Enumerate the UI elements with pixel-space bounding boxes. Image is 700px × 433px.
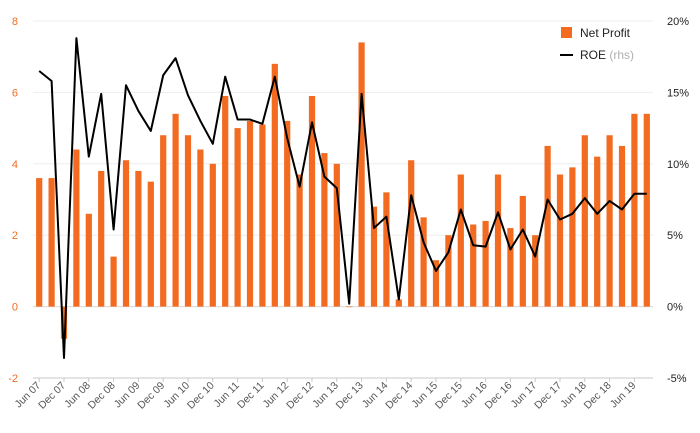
net-profit-bar: [556, 174, 564, 307]
net-profit-bar: [209, 163, 216, 307]
left-axis-tick-label: 8: [12, 16, 18, 28]
roe-line: [38, 37, 647, 360]
right-axis-tick-label: 10%: [667, 159, 689, 171]
x-axis-tick-label: Dec 15: [433, 380, 465, 412]
roe-series-line: [38, 37, 647, 360]
net-profit-bar: [606, 135, 613, 307]
net-profit-bar: [482, 220, 489, 307]
legend: Net Profit ROE (rhs): [560, 26, 634, 62]
legend-net-profit-swatch: [561, 27, 572, 38]
right-axis-tick-label: 5%: [667, 230, 683, 242]
net-profit-bar: [358, 42, 365, 307]
x-axis-tick-label: Dec 17: [532, 380, 564, 412]
legend-net-profit-label: Net Profit: [580, 26, 631, 40]
net-profit-bar: [370, 206, 378, 307]
net-profit-bar: [36, 178, 43, 307]
left-axis-ticks: -2 0 2 4 6 8: [8, 16, 18, 385]
legend-roe-name: ROE: [580, 48, 606, 62]
net-profit-bar: [408, 160, 415, 307]
net-profit-bar: [122, 160, 130, 307]
net-profit-bar: [234, 128, 241, 307]
net-profit-bar: [569, 167, 576, 307]
net-profit-bar: [308, 95, 316, 307]
x-axis-tick-label: Dec 18: [582, 380, 614, 412]
net-profit-bar: [383, 192, 390, 307]
right-axis-ticks: -5% 0% 5% 10% 15% 20%: [667, 16, 689, 385]
net-profit-bar: [581, 135, 588, 307]
net-profit-bar: [420, 217, 427, 307]
net-profit-bar: [594, 156, 601, 307]
left-axis-tick-label: -2: [8, 373, 18, 385]
net-profit-bar: [643, 113, 650, 307]
net-profit-bar: [160, 135, 167, 307]
net-profit-bar: [271, 63, 278, 307]
x-axis-tick-label: Dec 16: [483, 380, 515, 412]
net-profit-bar: [333, 163, 340, 307]
x-axis-tick-label: Dec 12: [284, 380, 316, 412]
net-profit-bar: [470, 224, 477, 307]
net-profit-bar: [284, 120, 291, 307]
net-profit-bar: [544, 145, 551, 307]
net-profit-bar: [197, 149, 204, 307]
net-profit-bar: [296, 174, 303, 307]
net-profit-bar: [507, 228, 514, 307]
net-profit-bar: [519, 195, 526, 307]
net-profit-bar: [222, 95, 229, 307]
net-profit-bar: [184, 135, 192, 307]
net-profit-bar: [147, 181, 154, 307]
left-axis-tick-label: 2: [12, 230, 18, 242]
net-profit-bar: [259, 124, 266, 307]
x-axis-tick-label: Dec 11: [235, 380, 267, 412]
net-profit-bar: [445, 235, 452, 307]
net-profit-bars: [36, 42, 650, 339]
x-axis-tick-label: Dec 08: [86, 380, 118, 412]
net-profit-bar: [346, 306, 353, 308]
net-profit-bar: [618, 145, 626, 307]
x-axis-tick-label: Dec 09: [135, 380, 167, 412]
net-profit-bar: [532, 235, 539, 307]
net-profit-bar: [73, 149, 80, 307]
net-profit-bar: [110, 256, 117, 307]
right-axis-tick-label: -5%: [667, 373, 687, 385]
x-axis-tick-label: Jun 19: [608, 380, 639, 411]
x-axis-tick-label: Dec 13: [334, 380, 366, 412]
net-profit-bar: [321, 153, 328, 307]
net-profit-bar: [85, 213, 92, 307]
x-axis-tick-label: Dec 07: [36, 380, 68, 412]
net-profit-bar: [395, 299, 402, 307]
legend-roe-label: ROE (rhs): [580, 48, 634, 62]
net-profit-bar: [457, 174, 464, 307]
x-axis-tick-label: Dec 14: [383, 380, 415, 412]
right-axis-tick-label: 0%: [667, 302, 683, 314]
left-axis-tick-label: 6: [12, 87, 18, 99]
net-profit-bar: [631, 113, 638, 307]
net-profit-bar: [432, 260, 440, 307]
legend-roe-suffix: (rhs): [609, 48, 634, 62]
x-axis-tick-label: Dec 10: [185, 380, 217, 412]
net-profit-bar: [60, 306, 68, 339]
net-profit-bar: [494, 174, 502, 307]
right-axis-tick-label: 20%: [667, 16, 689, 28]
net-profit-bar: [48, 178, 55, 307]
right-axis-tick-label: 15%: [667, 87, 689, 99]
net-profit-bar: [172, 113, 179, 307]
net-profit-bar: [98, 170, 105, 307]
net-profit-bar: [135, 170, 142, 307]
net-profit-bar: [246, 120, 254, 307]
left-axis-tick-label: 4: [12, 159, 18, 171]
left-axis-tick-label: 0: [12, 302, 18, 314]
